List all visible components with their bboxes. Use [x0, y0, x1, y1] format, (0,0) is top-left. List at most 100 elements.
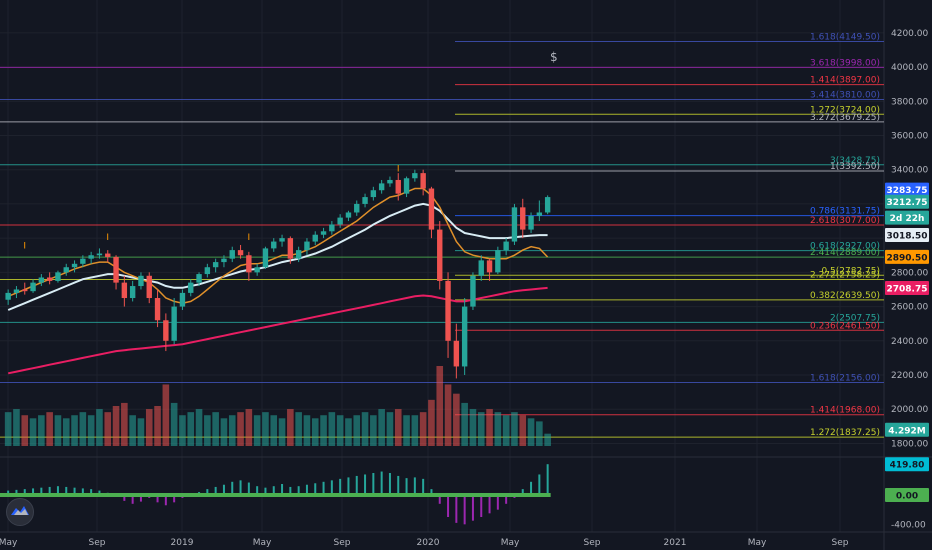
- candle-body: [63, 267, 69, 273]
- candle: [46, 272, 53, 285]
- oscillator-bar: [23, 489, 26, 495]
- fib-level-label: 0.236(2461.50): [810, 321, 880, 331]
- fib-level-label: 0.5(2782.75): [821, 266, 880, 276]
- oscillator-bar: [405, 478, 408, 495]
- volume-bar: [411, 415, 419, 446]
- volume-bar: [336, 415, 344, 446]
- candle: [445, 272, 451, 358]
- time-tick-label: Sep: [89, 538, 106, 548]
- candle: [312, 231, 318, 245]
- volume-bar: [494, 412, 502, 446]
- oscillator-bar: [173, 495, 176, 503]
- oscillator-bar: [222, 484, 225, 495]
- price-badge: [885, 182, 929, 197]
- fib-level-label: 3.414(3810.00): [810, 91, 880, 101]
- candle-body: [387, 179, 393, 184]
- volume-bar: [295, 412, 302, 446]
- volume-bar: [96, 409, 103, 446]
- volume-bar: [370, 415, 377, 446]
- signal-marker: I: [106, 233, 109, 243]
- oscillator-bar: [463, 495, 466, 525]
- candle: [279, 234, 285, 247]
- candle-body: [188, 282, 194, 293]
- candle: [403, 176, 410, 198]
- oscillator-bar: [314, 483, 317, 495]
- signal-marker: I: [23, 241, 26, 251]
- oscillator-bar: [264, 487, 267, 495]
- oscillator-bar: [73, 487, 76, 495]
- volume-bar: [386, 412, 394, 446]
- candle: [453, 323, 460, 379]
- oscillator-bar: [455, 495, 458, 523]
- price-tick-label: 3400.00: [891, 166, 928, 176]
- oscillator-bar: [56, 486, 59, 495]
- volume-bar: [46, 412, 53, 446]
- candle-body: [453, 340, 460, 367]
- price-badge: [885, 280, 929, 295]
- oscillator-bar: [339, 478, 342, 495]
- oscillator-bar: [90, 489, 93, 495]
- price-badge-label: 2d 22h: [890, 214, 925, 224]
- candle-body: [71, 263, 78, 268]
- price-badge-label: 4.292M: [888, 426, 925, 436]
- candle-body: [196, 274, 202, 283]
- candle-body: [237, 250, 244, 256]
- price-tick-label: 2600.00: [891, 303, 928, 313]
- volume-bar: [453, 393, 460, 446]
- candle-body: [46, 277, 53, 281]
- oscillator-bar: [496, 495, 499, 510]
- volume-bar: [112, 406, 120, 446]
- fib-level-label: 1.272(1837.25): [810, 428, 880, 438]
- candle: [387, 176, 393, 187]
- candle: [121, 275, 128, 307]
- candle: [395, 173, 401, 201]
- volume-bar: [129, 415, 136, 446]
- oscillator-bar: [231, 481, 234, 495]
- price-tick-label: 2800.00: [891, 268, 928, 278]
- volume-bar: [179, 415, 186, 446]
- currency-icon[interactable]: $: [550, 50, 558, 64]
- candle: [503, 238, 509, 256]
- signal-marker: I: [397, 164, 400, 174]
- volume-bar: [137, 418, 145, 446]
- candle-body: [179, 292, 186, 307]
- volume-bar: [544, 433, 551, 446]
- volume-bar: [311, 418, 319, 446]
- candle: [63, 263, 69, 276]
- volume-bar: [502, 415, 510, 446]
- candle-body: [528, 215, 534, 230]
- candle-body: [403, 178, 410, 194]
- oscillator-bar: [397, 475, 400, 495]
- oscillator-bar: [330, 480, 333, 495]
- candle: [163, 313, 169, 352]
- volume-bar: [353, 415, 361, 446]
- candle-body: [163, 320, 169, 341]
- volume-bar: [245, 409, 253, 446]
- volume-bar: [511, 412, 518, 446]
- volume-bar: [54, 415, 62, 446]
- candle-body: [503, 241, 509, 251]
- volume-bars: [4, 366, 551, 446]
- price-badge: [885, 227, 929, 242]
- price-badge: [885, 194, 929, 209]
- volume-bar: [13, 409, 20, 446]
- oscillator-bar: [7, 490, 10, 495]
- candle-body: [295, 250, 302, 259]
- oscillator-bar: [347, 477, 350, 495]
- candle: [96, 248, 103, 259]
- candle: [154, 289, 161, 328]
- candle: [544, 195, 551, 215]
- candle: [179, 289, 186, 310]
- time-tick-label: May: [0, 538, 18, 548]
- volume-bar: [62, 418, 70, 446]
- oscillator-bar: [206, 489, 209, 495]
- candle-body: [38, 277, 45, 283]
- logo-icon[interactable]: [6, 498, 34, 526]
- price-tick-label: 3600.00: [891, 131, 928, 141]
- candle: [171, 298, 177, 345]
- candle: [329, 221, 335, 235]
- time-axis: May Sep 2019 May Sep 2020 May Sep 2021 May Sep: [0, 538, 849, 548]
- fib-level-label: 3(3428.75): [830, 156, 880, 166]
